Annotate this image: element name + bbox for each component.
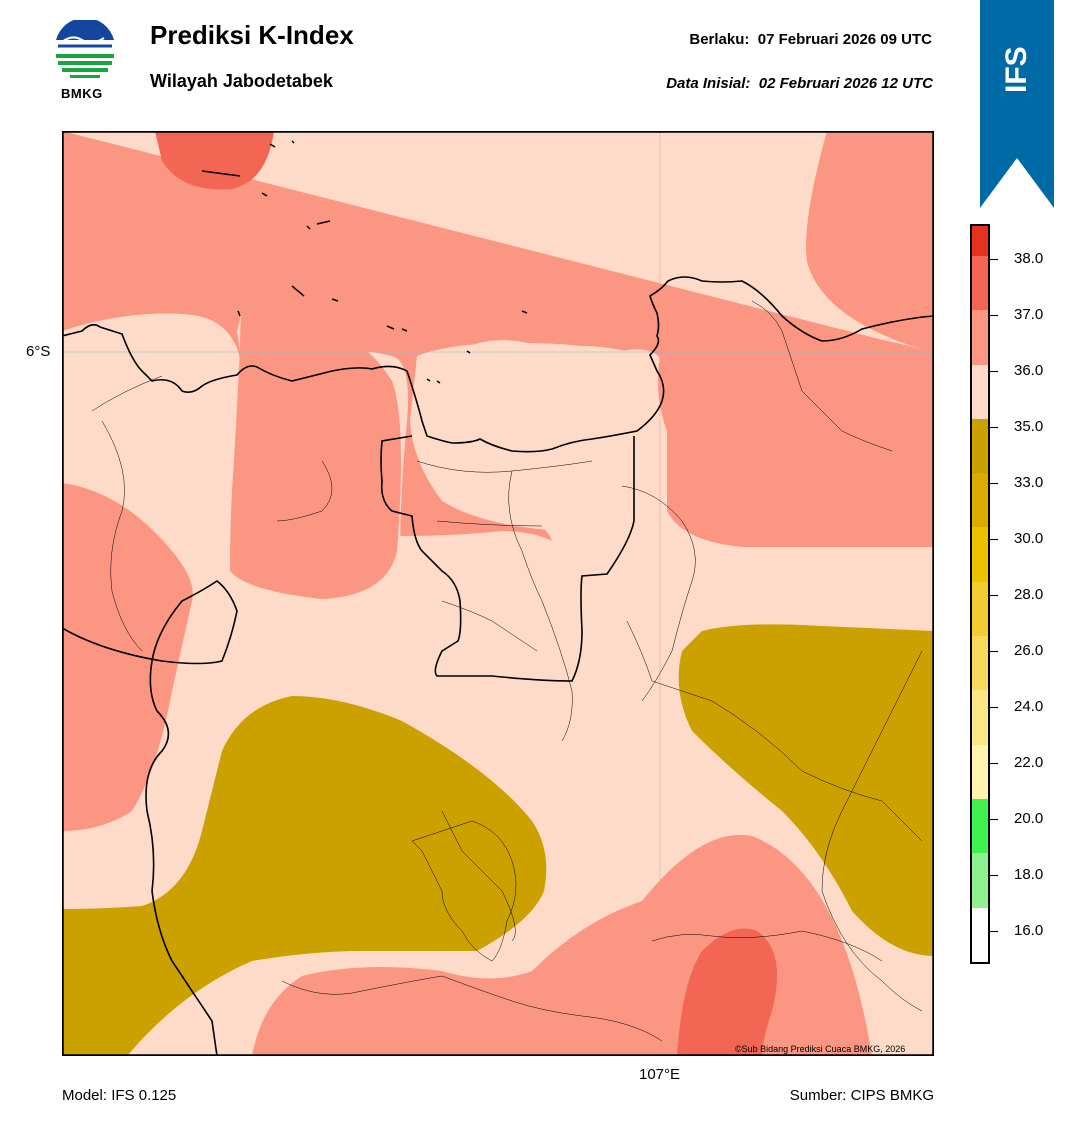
page-title: Prediksi K-Index xyxy=(150,20,354,50)
page-subtitle: Wilayah Jabodetabek xyxy=(150,71,333,91)
field-30-33-west xyxy=(62,696,547,1056)
field-37-38-north xyxy=(155,131,274,190)
colorbar-tick xyxy=(990,371,998,372)
valid-time: Berlaku: 07 Februari 2026 09 UTC xyxy=(689,31,932,48)
colorbar-segment xyxy=(972,799,988,854)
colorbar-tick-label: 26.0 xyxy=(1014,642,1044,659)
coastline xyxy=(62,276,934,453)
k-index-map xyxy=(62,131,934,1056)
colorbar-tick xyxy=(990,595,998,596)
logo-text: BMKG xyxy=(61,86,103,101)
colorbar xyxy=(970,224,990,964)
colorbar-tick xyxy=(990,651,998,652)
colorbar-segment xyxy=(972,364,988,419)
colorbar-tick-label: 22.0 xyxy=(1014,754,1044,771)
colorbar-segment xyxy=(972,636,988,691)
colorbar-segment xyxy=(972,226,988,256)
model-label: Model: IFS 0.125 xyxy=(62,1087,177,1104)
colorbar-tick-label: 24.0 xyxy=(1014,698,1044,715)
colorbar-tick-label: 38.0 xyxy=(1014,250,1044,267)
colorbar-tick-label: 35.0 xyxy=(1014,418,1044,435)
colorbar-tick xyxy=(990,931,998,932)
colorbar-tick xyxy=(990,427,998,428)
copyright-note: ©Sub Bidang Prediksi Cuaca BMKG, 2026 xyxy=(735,1044,906,1054)
colorbar-tick xyxy=(990,259,998,260)
field-36-37-center xyxy=(230,315,401,599)
colorbar-tick-label: 33.0 xyxy=(1014,474,1044,491)
colorbar-segment xyxy=(972,255,988,311)
bmkg-logo xyxy=(52,17,118,88)
colorbar-tick-label: 18.0 xyxy=(1014,866,1044,883)
source-label: Sumber: CIPS BMKG xyxy=(789,1087,934,1104)
field-37-38-south xyxy=(677,928,777,1056)
colorbar-tick-label: 20.0 xyxy=(1014,810,1044,827)
colorbar-tick-label: 16.0 xyxy=(1014,922,1044,939)
colorbar-tick-label: 28.0 xyxy=(1014,586,1044,603)
colorbar-segment xyxy=(972,581,988,637)
colorbar-segment xyxy=(972,418,988,474)
colorbar-tick-label: 37.0 xyxy=(1014,306,1044,323)
banten-boundary xyxy=(62,580,238,1056)
field-30-33-east xyxy=(678,624,934,956)
field-36-37-east xyxy=(658,337,934,547)
colorbar-tick xyxy=(990,539,998,540)
init-time: Data Inisial: 02 Februari 2026 12 UTC xyxy=(666,75,933,92)
colorbar-segment xyxy=(972,690,988,745)
init-value: 02 Februari 2026 12 UTC xyxy=(758,75,933,92)
colorbar-segment xyxy=(972,744,988,799)
colorbar-tick-label: 36.0 xyxy=(1014,362,1044,379)
colorbar-tick xyxy=(990,819,998,820)
valid-value: 07 Februari 2026 09 UTC xyxy=(757,31,932,48)
init-label: Data Inisial: xyxy=(666,75,751,92)
model-ribbon xyxy=(980,0,1054,208)
colorbar-tick xyxy=(990,875,998,876)
ribbon-label: IFS xyxy=(1000,46,1033,94)
colorbar-segment xyxy=(972,907,988,962)
valid-label: Berlaku: xyxy=(689,31,750,48)
colorbar-segment xyxy=(972,473,988,528)
colorbar-segment xyxy=(972,527,988,582)
colorbar-tick xyxy=(990,707,998,708)
colorbar-tick xyxy=(990,763,998,764)
lat-label: 6°S xyxy=(26,343,51,360)
colorbar-tick xyxy=(990,315,998,316)
colorbar-segment xyxy=(972,310,988,365)
colorbar-segment xyxy=(972,853,988,908)
field-36-37-west xyxy=(62,483,193,831)
jakarta-boundary xyxy=(380,435,635,682)
colorbar-tick xyxy=(990,483,998,484)
bmkg-logo-icon xyxy=(55,17,115,80)
lon-label: 107°E xyxy=(639,1066,681,1083)
colorbar-tick-label: 30.0 xyxy=(1014,530,1044,547)
